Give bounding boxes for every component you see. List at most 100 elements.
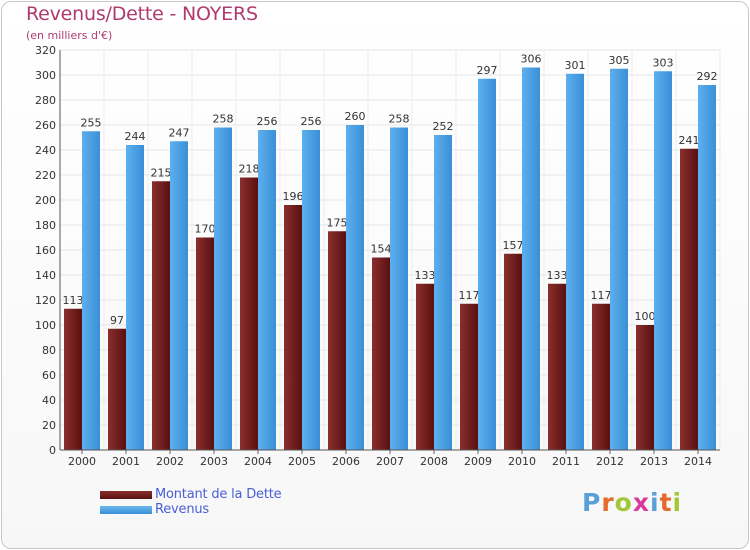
data-label-debt: 100 [635,310,656,323]
data-label-debt: 113 [63,294,84,307]
data-label-revenue: 303 [653,56,674,69]
bar-revenue [214,127,232,450]
bar-revenue [258,130,276,450]
legend-swatch-debt [100,490,152,499]
y-tick-label: 60 [42,369,56,382]
bar-revenue [346,125,364,450]
data-label-revenue: 297 [477,64,498,77]
x-tick-label: 2014 [684,455,712,468]
y-tick-label: 320 [35,44,56,57]
data-label-debt: 170 [195,223,216,236]
bar-debt [504,253,522,450]
data-label-debt: 196 [283,190,304,203]
bar-revenue [390,127,408,450]
x-tick-label: 2003 [200,455,228,468]
x-tick-label: 2012 [596,455,624,468]
y-tick-label: 0 [49,444,56,457]
bar-debt [680,148,698,450]
data-label-revenue: 260 [345,110,366,123]
bar-debt [372,257,390,450]
legend-item-revenue: Revenus [100,502,281,517]
data-label-debt: 157 [503,239,524,252]
data-label-revenue: 258 [213,113,234,126]
data-label-revenue: 252 [433,120,454,133]
bar-debt [284,205,302,450]
legend-item-debt: Montant de la Dette [100,487,282,502]
data-label-debt: 117 [591,289,612,302]
bar-debt [196,237,214,450]
bar-debt [460,303,478,450]
bar-debt [592,303,610,450]
y-tick-label: 240 [35,144,56,157]
x-tick-label: 2010 [508,455,536,468]
x-tick-label: 2001 [112,455,140,468]
data-label-revenue: 256 [301,115,322,128]
data-label-revenue: 292 [697,70,718,83]
data-label-revenue: 305 [609,54,630,67]
data-label-debt: 241 [679,134,700,147]
y-tick-label: 100 [35,319,56,332]
chart-title: Revenus/Dette - NOYERS [26,3,258,25]
legend-swatch-revenue [100,505,152,514]
bar-debt [240,177,258,450]
data-label-revenue: 306 [521,53,542,66]
y-tick-label: 260 [35,119,56,132]
y-tick-label: 40 [42,394,56,407]
x-tick-label: 2006 [332,455,360,468]
bar-revenue [478,78,496,450]
logo-letter: r [601,488,615,517]
bar-debt [636,325,654,450]
logo-letter: i [672,488,683,517]
y-tick-label: 80 [42,344,56,357]
data-label-debt: 133 [547,269,568,282]
x-tick-label: 2013 [640,455,668,468]
data-label-debt: 218 [239,163,260,176]
bar-revenue [126,145,144,450]
axes: 0 20 40 60 80 100 120 140 160 180 200 220 240 260 280 3… [35,44,720,468]
logo-letter: o [614,488,633,517]
data-label-debt: 133 [415,269,436,282]
x-tick-label: 2011 [552,455,580,468]
x-tick-label: 2002 [156,455,184,468]
y-tick-label: 280 [35,94,56,107]
logo-letter: t [659,488,673,517]
data-label-revenue: 301 [565,59,586,72]
data-label-revenue: 247 [169,126,190,139]
y-tick-label: 220 [35,169,56,182]
bar-debt [64,308,82,450]
y-tick-label: 200 [35,194,56,207]
x-tick-label: 2009 [464,455,492,468]
data-label-revenue: 244 [125,130,146,143]
y-tick-label: 120 [35,294,56,307]
data-label-debt: 175 [327,216,348,229]
bars: 113 255 97 244 215 247 170 258 218 256 196 256 175 26… [63,53,718,450]
data-label-debt: 117 [459,289,480,302]
y-tick-label: 160 [35,244,56,257]
bar-revenue [566,73,584,450]
data-label-revenue: 255 [81,116,102,129]
bar-revenue [698,85,716,450]
chart-subtitle: (en milliers d'€) [26,29,113,42]
legend-label-debt: Montant de la Dette [155,487,282,502]
x-tick-label: 2008 [420,455,448,468]
bar-revenue [302,130,320,450]
logo-letter: i [650,488,660,517]
x-tick-label: 2000 [68,455,96,468]
bar-revenue [654,71,672,450]
data-label-debt: 97 [110,314,124,327]
x-tick-label: 2007 [376,455,404,468]
x-tick-label: 2005 [288,455,316,468]
bar-revenue [170,141,188,450]
bar-debt [108,328,126,450]
x-tick-label: 2004 [244,455,272,468]
bar-debt [548,283,566,450]
bar-debt [416,283,434,450]
bar-revenue [522,67,540,450]
y-tick-label: 300 [35,69,56,82]
y-tick-label: 20 [42,419,56,432]
bar-revenue [434,135,452,450]
data-label-revenue: 256 [257,115,278,128]
bar-revenue [82,131,100,450]
bar-revenue [610,68,628,450]
